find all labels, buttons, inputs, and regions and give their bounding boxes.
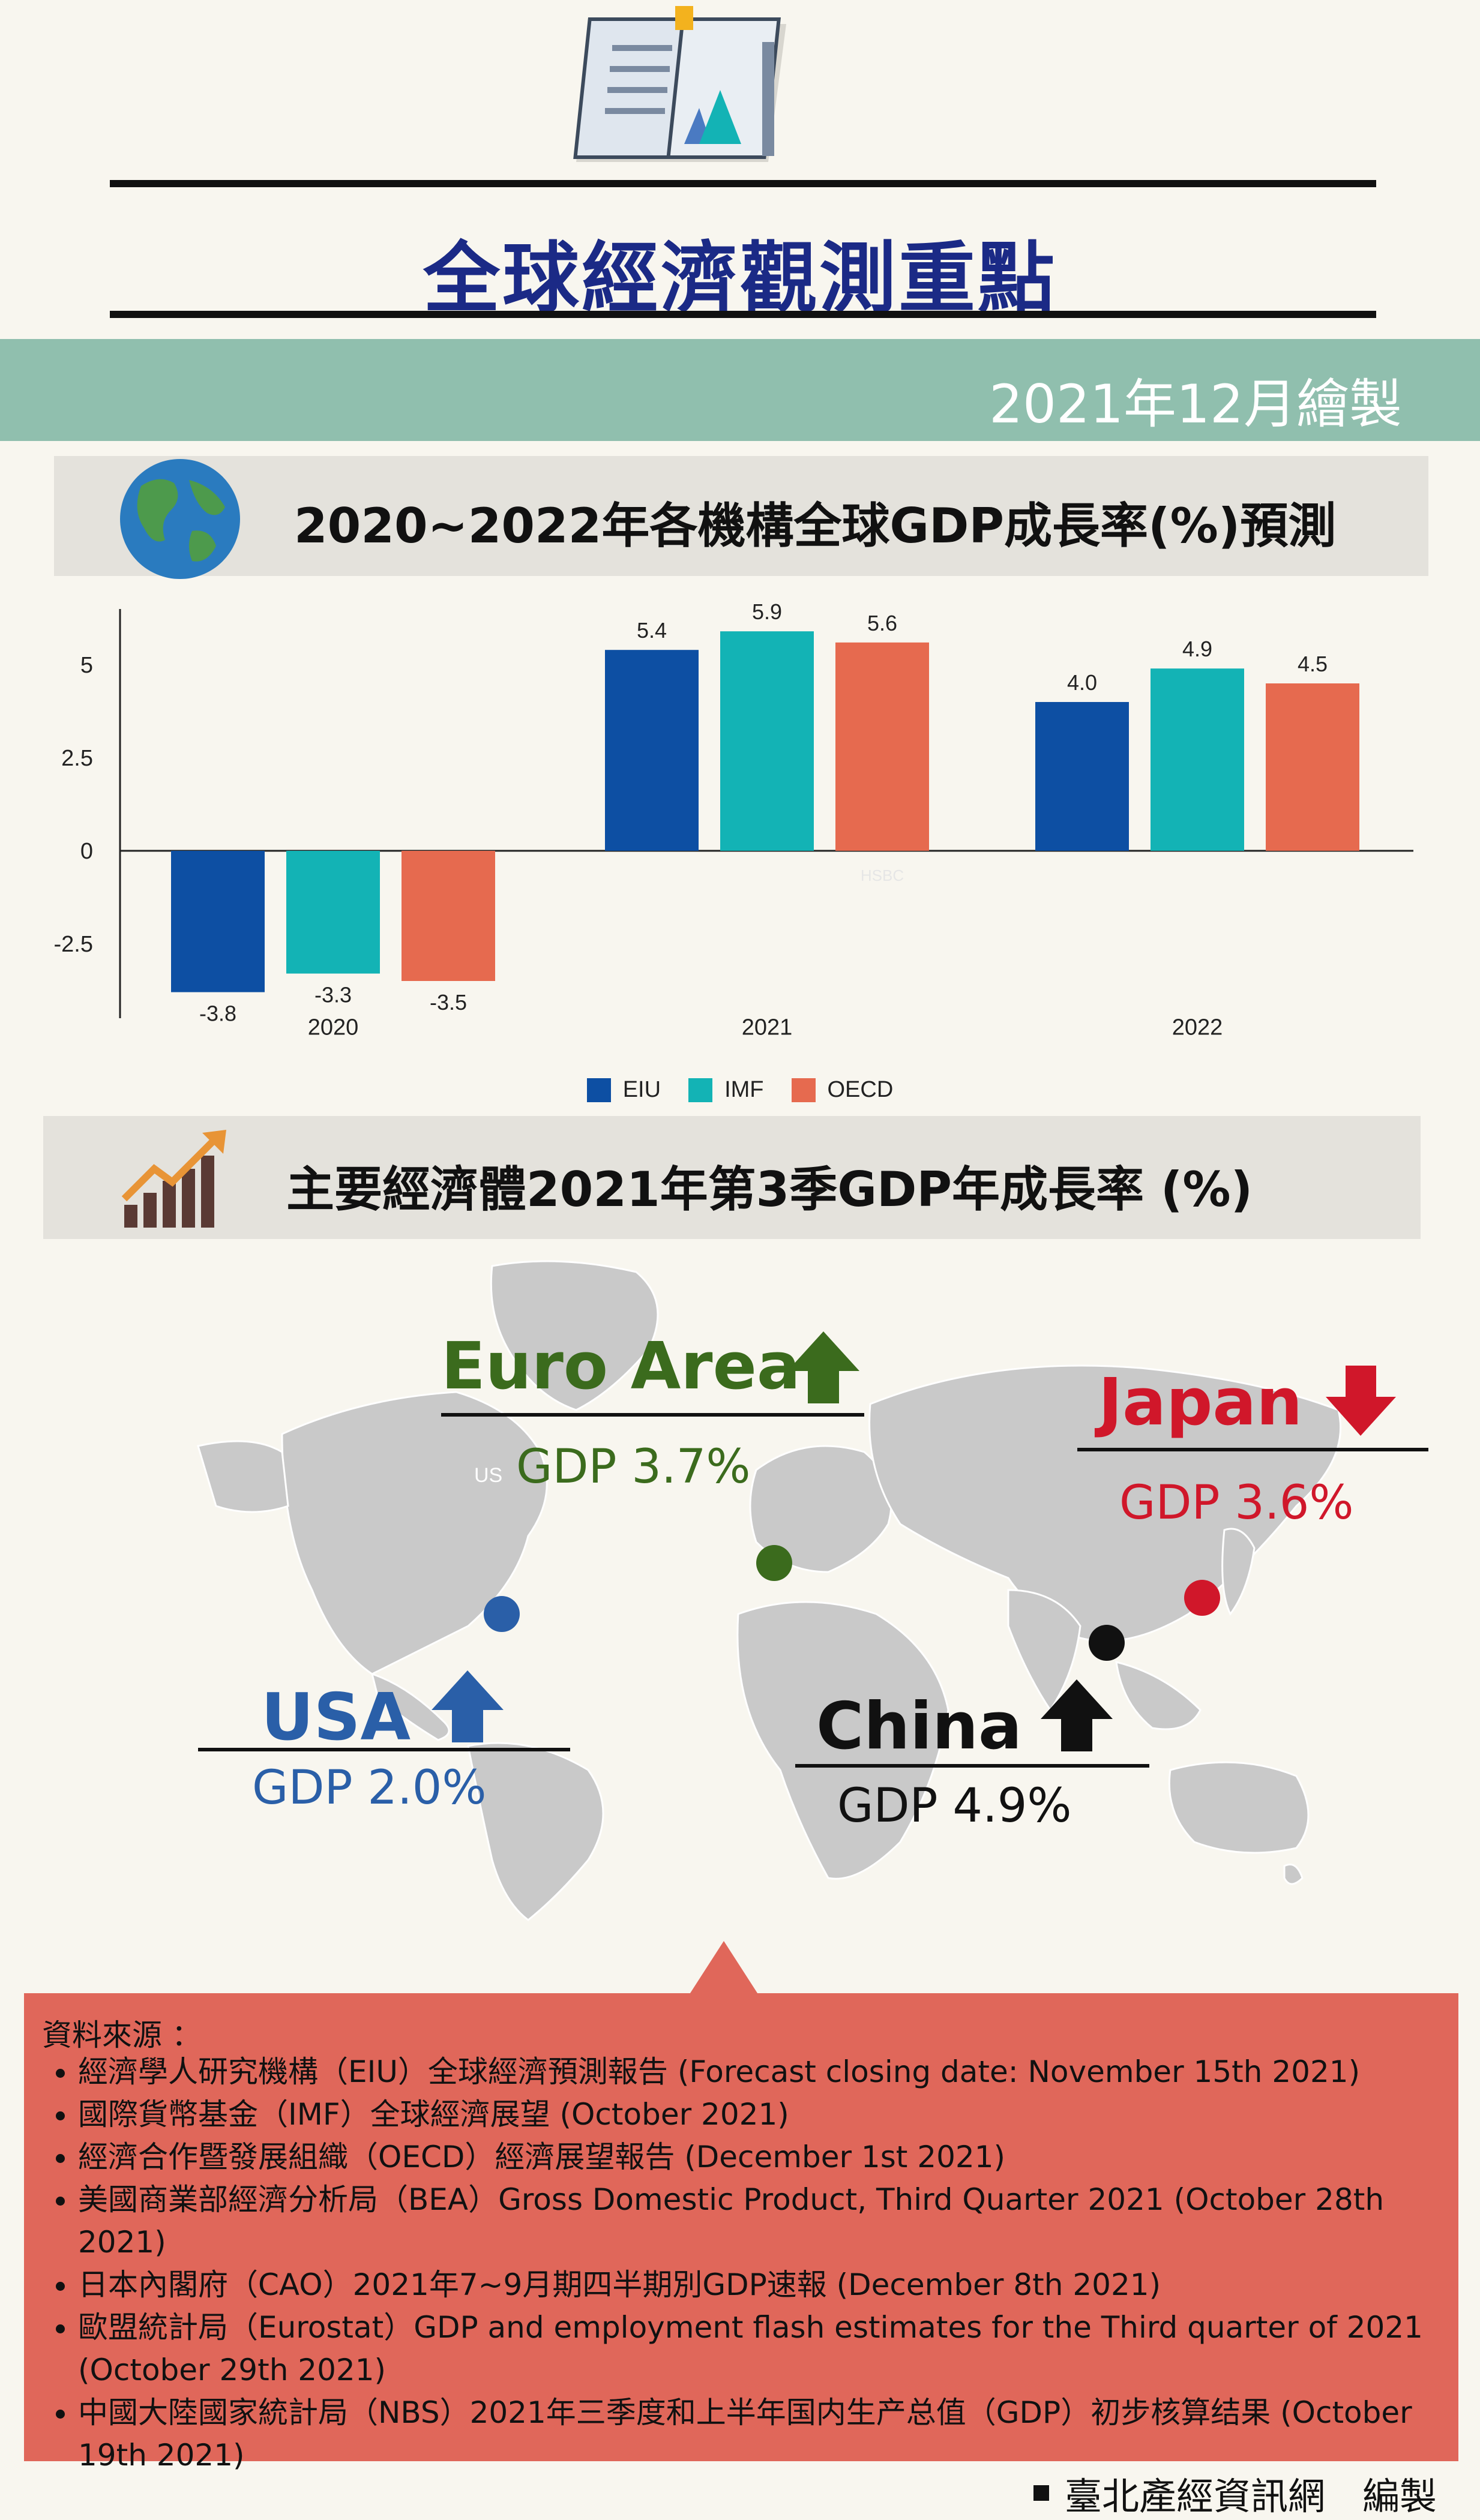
section1-header: 2020~2022年各機構全球GDP成長率(%)預測 xyxy=(54,456,1428,579)
data-label: -3.5 xyxy=(430,990,467,1015)
gdp-bar-chart: 5 2.5 0 -2.5 -3.8 -3.3 -3.5 5.4 5.9 5.6 4.0 4.9 4.5… xyxy=(54,599,1413,1040)
china-marker xyxy=(1089,1625,1125,1661)
data-label: 4.5 xyxy=(1298,652,1328,676)
euro-area-name: Euro Area xyxy=(441,1329,801,1404)
data-label: 5.9 xyxy=(752,599,782,624)
euro-area-gdp: GDP 3.7% xyxy=(516,1440,751,1494)
legend-item-oecd: OECD xyxy=(791,1077,894,1103)
y-tick-label: 5 xyxy=(80,653,93,678)
y-tick-label: 0 xyxy=(80,839,93,864)
section2-header: 主要經濟體2021年第3季GDP年成長率 (%) xyxy=(43,1116,1421,1239)
usa-rule xyxy=(198,1748,570,1751)
sources-heading: 資料來源 ： xyxy=(42,2018,202,2053)
map-label-us: US xyxy=(474,1464,502,1487)
legend-label-oecd: OECD xyxy=(827,1077,894,1102)
source-item-nbs: 中國大陸國家統計局（NBS）2021年三季度和上半年国内生产总值（GDP）初步核… xyxy=(78,2392,1476,2477)
bar-oecd-2020 xyxy=(402,851,495,981)
legend-label-eiu: EIU xyxy=(622,1077,661,1102)
bar-oecd-2021 xyxy=(835,642,929,851)
usa-marker xyxy=(484,1596,520,1632)
source-item-eiu: 經濟學人研究機構（EIU）全球經濟預測報告 (Forecast closing … xyxy=(78,2051,1476,2093)
book-chart-icon xyxy=(573,6,786,162)
section1-title: 2020~2022年各機構全球GDP成長率(%)預測 xyxy=(294,498,1337,554)
chart-watermark: HSBC xyxy=(861,866,904,884)
world-map: US xyxy=(197,1260,1342,1921)
japan-name: Japan xyxy=(1098,1365,1303,1440)
data-label: -3.8 xyxy=(199,1001,236,1026)
sources-list: 經濟學人研究機構（EIU）全球經濟預測報告 (Forecast closing … xyxy=(42,2051,1476,2477)
japan-gdp: GDP 3.6% xyxy=(1119,1476,1354,1530)
page-title: 全球經濟觀測重點 xyxy=(423,234,1057,323)
data-label: 4.9 xyxy=(1182,637,1212,661)
date-label: 2021年12月繪製 xyxy=(989,373,1402,435)
x-category-label: 2022 xyxy=(1172,1015,1223,1040)
china-name: China xyxy=(816,1689,1022,1764)
source-item-imf: 國際貨幣基金（IMF）全球經濟展望 (October 2021) xyxy=(78,2093,1476,2136)
japan-marker xyxy=(1184,1580,1220,1616)
usa-gdp: GDP 2.0% xyxy=(252,1761,487,1815)
euro-area-rule xyxy=(441,1413,864,1417)
legend-swatch-oecd xyxy=(791,1078,816,1102)
euro-area-marker xyxy=(756,1545,792,1581)
sources-panel xyxy=(24,1993,1458,2461)
japan-rule xyxy=(1077,1448,1428,1451)
arrow-up-icon xyxy=(432,1670,504,1742)
china-gdp: GDP 4.9% xyxy=(837,1779,1072,1833)
source-item-cao: 日本內閣府（CAO）2021年7~9月期四半期別GDP速報 (December … xyxy=(78,2264,1476,2306)
footer-credit: 臺北產經資訊網 編製 xyxy=(1033,2466,1437,2520)
footer-text: 臺北產經資訊網 編製 xyxy=(1064,2474,1437,2518)
arrow-up-icon xyxy=(1041,1679,1113,1751)
bar-eiu-2022 xyxy=(1035,702,1129,851)
bar-imf-2022 xyxy=(1151,668,1244,851)
date-banner: 2021年12月繪製 xyxy=(0,339,1480,441)
bar-oecd-2022 xyxy=(1266,683,1359,851)
china-rule xyxy=(795,1764,1149,1768)
source-item-eurostat: 歐盟統計局（Eurostat）GDP and employment flash … xyxy=(78,2306,1476,2392)
y-tick-label: 2.5 xyxy=(61,746,93,771)
sources-pointer xyxy=(689,1941,759,1995)
bar-imf-2020 xyxy=(286,851,380,974)
growth-chart-icon xyxy=(121,1130,226,1228)
title-bottom-rule xyxy=(110,311,1376,318)
bar-eiu-2021 xyxy=(605,650,699,851)
arrow-up-icon xyxy=(787,1331,859,1403)
usa-name: USA xyxy=(261,1680,411,1755)
legend-swatch-eiu xyxy=(586,1078,611,1102)
data-label: 5.6 xyxy=(867,611,897,635)
bar-eiu-2020 xyxy=(171,851,265,992)
legend-swatch-imf xyxy=(688,1078,713,1102)
title-top-rule xyxy=(110,180,1376,187)
x-category-label: 2020 xyxy=(308,1015,359,1040)
x-category-label: 2021 xyxy=(742,1015,793,1040)
footer-bullet-icon xyxy=(1033,2485,1049,2501)
legend-item-eiu: EIU xyxy=(586,1077,661,1103)
source-item-oecd: 經濟合作暨發展組織（OECD）經濟展望報告 (December 1st 2021… xyxy=(78,2136,1476,2179)
globe-icon xyxy=(120,459,240,579)
bar-imf-2021 xyxy=(720,631,814,851)
data-label: -3.3 xyxy=(314,983,352,1007)
legend-label-imf: IMF xyxy=(724,1077,764,1102)
arrow-down-icon xyxy=(1326,1366,1396,1436)
chart-legend: EIU IMF OECD xyxy=(0,1077,1480,1103)
data-label: 4.0 xyxy=(1067,670,1097,695)
source-item-bea: 美國商業部經濟分析局（BEA）Gross Domestic Product, T… xyxy=(78,2179,1476,2264)
legend-item-imf: IMF xyxy=(688,1077,764,1103)
data-label: 5.4 xyxy=(637,618,667,643)
y-tick-label: -2.5 xyxy=(54,932,93,957)
section2-title: 主要經濟體2021年第3季GDP年成長率 (%) xyxy=(286,1162,1253,1217)
